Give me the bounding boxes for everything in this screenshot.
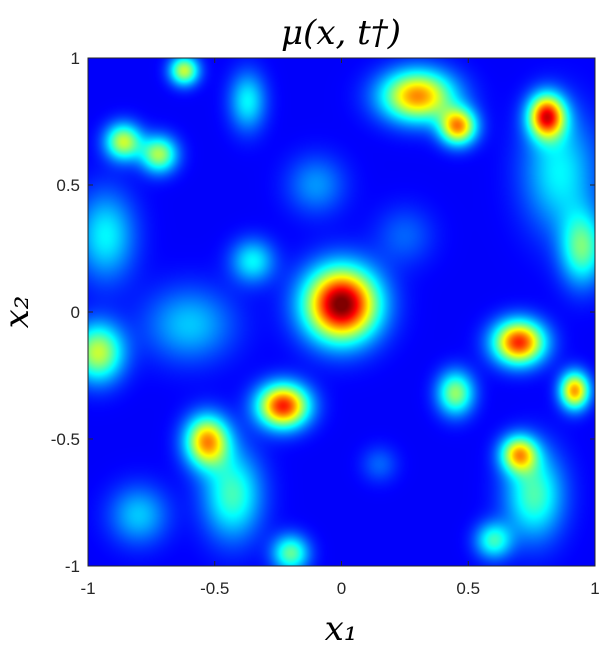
- chart-title: μ(x, t†): [281, 13, 401, 53]
- x-tick-label: 0.5: [456, 579, 480, 598]
- y-axis-ticks: [88, 57, 595, 567]
- x-axis-tick-labels: -1 -0.5 0 0.5 1: [80, 579, 599, 598]
- y-tick-label: -0.5: [51, 430, 80, 449]
- x-tick-label: -0.5: [200, 579, 229, 598]
- x-axis-ticks: [87, 58, 596, 566]
- x-axis-label: x₁: [325, 609, 358, 648]
- heatmap-canvas: [88, 58, 595, 566]
- y-axis-label: x₂: [0, 296, 37, 329]
- y-tick-label: -1: [65, 557, 80, 576]
- y-tick-label: 1: [71, 49, 80, 68]
- x-tick-label: -1: [80, 579, 95, 598]
- y-tick-label: 0.5: [56, 176, 80, 195]
- heatmap-plot-area: [88, 58, 595, 566]
- y-tick-label: 0: [71, 303, 80, 322]
- y-axis-tick-labels: -1 -0.5 0 0.5 1: [51, 49, 80, 576]
- x-tick-label: 0: [337, 579, 346, 598]
- x-tick-label: 1: [590, 579, 599, 598]
